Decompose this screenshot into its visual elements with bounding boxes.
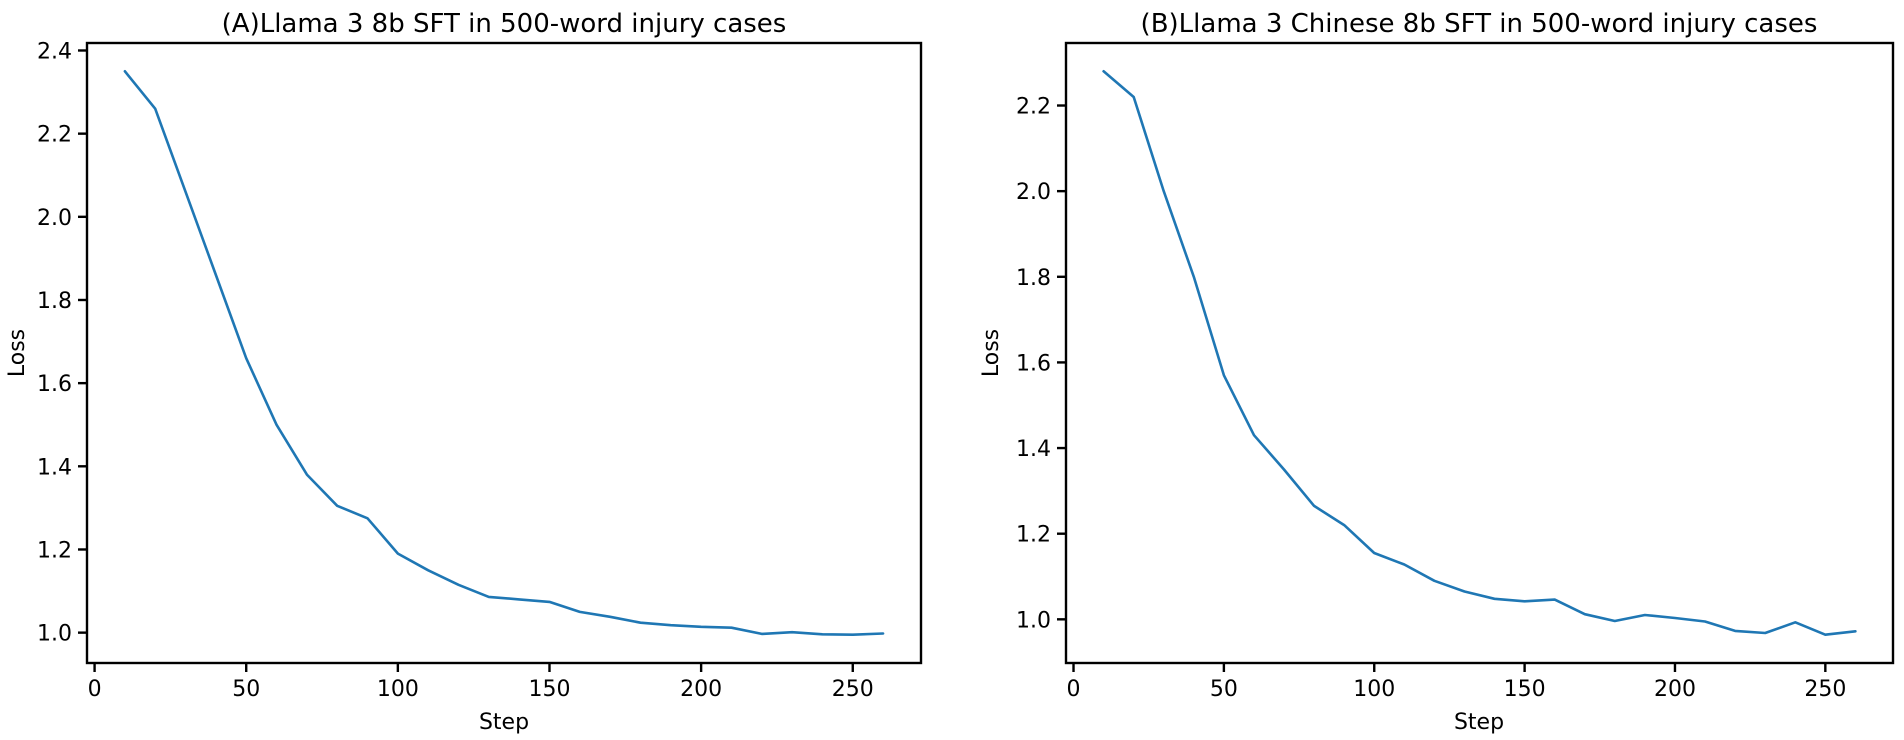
y-tick-label: 2.4 (37, 39, 72, 64)
loss-curve (1102, 70, 1857, 637)
chart-panel-b: (B)Llama 3 Chinese 8b SFT in 500-word in… (952, 0, 1904, 740)
x-tick-label: 150 (1504, 677, 1546, 702)
x-tick-label: 200 (1654, 677, 1696, 702)
x-tick-label: 150 (528, 677, 570, 702)
chart-a-axes: 0 50 100 150 200 250 1.0 1.2 1.4 1.6 1.8 2.0 2.2 2.4 (37, 39, 923, 702)
x-tick-label: 250 (1804, 677, 1846, 702)
y-tick-label: 1.0 (37, 622, 72, 647)
x-tick-label: 100 (377, 677, 419, 702)
axes-spines (1064, 41, 1895, 665)
chart-b-xaxis-label: Step (1454, 710, 1504, 735)
x-tick-label: 200 (680, 677, 722, 702)
x-tick-label: 0 (88, 677, 102, 702)
y-tick-label: 2.2 (37, 123, 72, 148)
axes-spines (85, 41, 923, 665)
y-tick-label: 1.8 (1016, 266, 1051, 291)
y-tick-label: 2.2 (1016, 95, 1051, 120)
chart-b-yaxis-label: Loss (979, 329, 1004, 377)
x-tick-label: 250 (832, 677, 874, 702)
x-tick-label: 50 (1210, 677, 1238, 702)
chart-panel-a: (A)Llama 3 8b SFT in 500-word injury cas… (5, 9, 923, 735)
y-tick-label: 2.0 (1016, 180, 1051, 205)
chart-a-title: (A)Llama 3 8b SFT in 500-word injury cas… (222, 9, 787, 39)
y-tick-label: 1.4 (37, 455, 72, 480)
chart-a-xaxis-label: Step (479, 710, 529, 735)
chart-b-title: (B)Llama 3 Chinese 8b SFT in 500-word in… (1141, 9, 1818, 39)
x-tick-label: 100 (1353, 677, 1395, 702)
y-tick-label: 1.6 (37, 372, 72, 397)
x-tick-label: 50 (232, 677, 260, 702)
y-tick-label: 1.4 (1016, 437, 1051, 462)
y-tick-label: 2.0 (37, 206, 72, 231)
chart-a-plot: (A)Llama 3 8b SFT in 500-word injury cas… (5, 9, 923, 735)
y-tick-label: 1.8 (37, 289, 72, 314)
x-tick-label: 0 (1067, 677, 1081, 702)
y-tick-label: 1.6 (1016, 351, 1051, 376)
chart-b-axes: 0 50 100 150 200 250 1.0 1.2 1.4 1.6 1.8 2.0 2.2 (1016, 41, 1895, 702)
chart-a-yaxis-label: Loss (5, 329, 30, 377)
loss-curve (123, 70, 885, 637)
y-tick-label: 1.2 (1016, 523, 1051, 548)
y-tick-label: 1.2 (37, 538, 72, 563)
chart-b-plot: (B)Llama 3 Chinese 8b SFT in 500-word in… (979, 9, 1895, 735)
y-tick-label: 1.0 (1016, 608, 1051, 633)
